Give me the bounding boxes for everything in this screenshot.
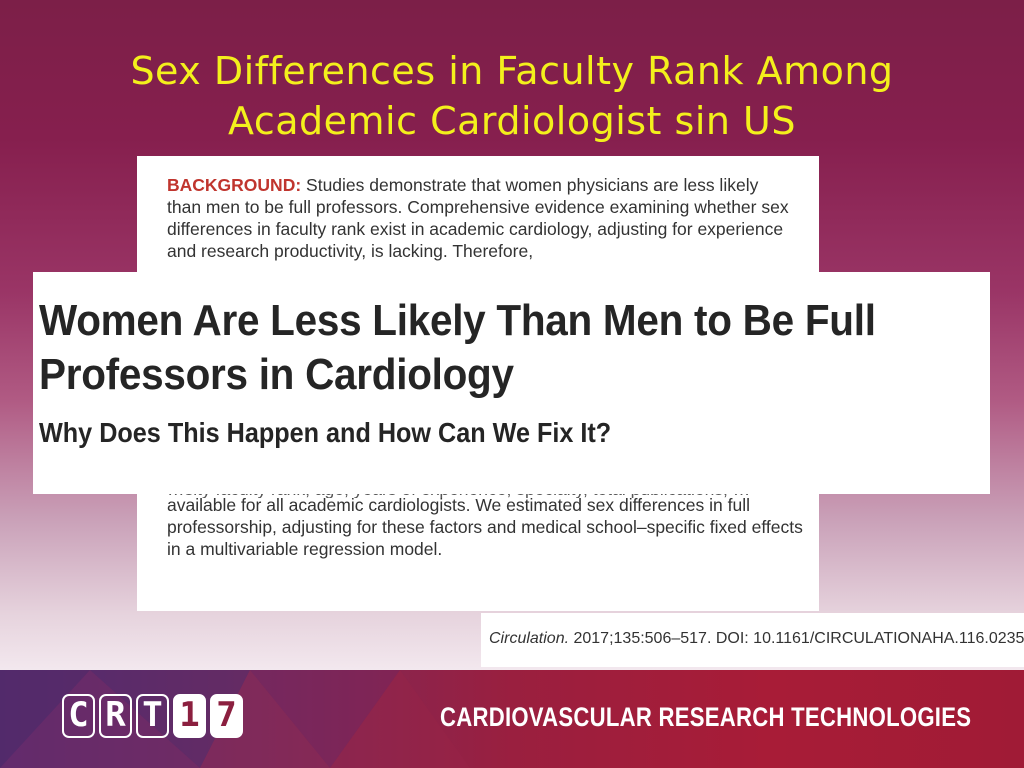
citation-journal: Circulation. bbox=[489, 630, 570, 647]
organization-name: CARDIOVASCULAR RESEARCH TECHNOLOGIES bbox=[440, 702, 972, 732]
footer-banner bbox=[0, 670, 1024, 768]
article-subheadline: Why Does This Happen and How Can We Fix … bbox=[39, 417, 612, 448]
slide-title-line-1: Sex Differences in Faculty Rank Among bbox=[130, 49, 894, 93]
article-headline: Women Are Less Likely Than Men to Be Ful… bbox=[39, 294, 996, 402]
crt17-logo: C R T 1 7 bbox=[62, 694, 243, 742]
logo-letter-c: C bbox=[62, 694, 95, 738]
logo-year-digit-1: 1 bbox=[173, 694, 206, 738]
article-headline-card: Women Are Less Likely Than Men to Be Ful… bbox=[33, 272, 990, 494]
abstract-background-paragraph: BACKGROUND: Studies demonstrate that wom… bbox=[167, 174, 789, 262]
citation-details: 2017;135:506–517. DOI: 10.1161/CIRCULATI… bbox=[569, 630, 1024, 647]
article-headline-line-1: Women Are Less Likely Than Men to Be Ful… bbox=[39, 296, 876, 345]
background-label: BACKGROUND: bbox=[167, 175, 302, 195]
background-text: Studies demonstrate that women physician… bbox=[167, 175, 789, 261]
slide-title-line-2: Academic Cardiologist sin US bbox=[228, 99, 796, 143]
logo-year-digit-7: 7 bbox=[210, 694, 243, 738]
citation-box: Circulation. 2017;135:506–517. DOI: 10.1… bbox=[481, 613, 1024, 667]
article-headline-line-2: Professors in Cardiology bbox=[39, 350, 514, 399]
slide-title: Sex Differences in Faculty Rank Among Ac… bbox=[40, 46, 984, 146]
logo-letter-r: R bbox=[99, 694, 132, 738]
logo-letter-t: T bbox=[136, 694, 169, 738]
